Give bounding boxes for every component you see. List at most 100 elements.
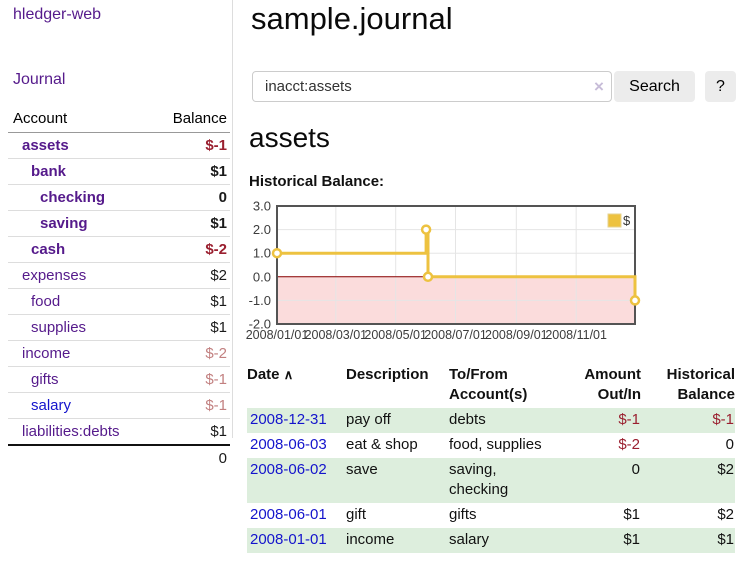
account-link[interactable]: supplies: [31, 319, 87, 336]
account-link[interactable]: assets: [22, 137, 69, 154]
account-row: food $1: [8, 288, 230, 315]
account-balance: $1: [154, 158, 230, 185]
y-axis-tick-label: 2.0: [253, 222, 271, 237]
transaction-accounts: saving, checking: [449, 461, 509, 498]
account-row: liabilities:debts $1: [8, 418, 230, 446]
account-link[interactable]: cash: [31, 241, 66, 258]
transaction-description: save: [346, 461, 378, 478]
register-header-amount: Amount Out/In: [561, 363, 641, 408]
transaction-accounts: gifts: [449, 506, 477, 523]
sidebar: hledger-web Journal Account Balance asse…: [0, 0, 233, 467]
accounts-header-row: Account Balance: [8, 110, 230, 133]
transaction-balance: $1: [717, 531, 734, 548]
account-link[interactable]: income: [22, 345, 71, 362]
account-balance: $2: [154, 262, 230, 289]
y-axis-tick-label: 3.0: [253, 199, 271, 214]
sidebar-item-journal[interactable]: Journal: [13, 71, 66, 88]
account-balance: $1: [154, 288, 230, 315]
chart-canvas: $3.0 2.0 1.0 0.0 -1.0 -2.02008/01/012008/03/0…: [246, 199, 641, 342]
x-axis-tick-label: 2008/07/01: [424, 328, 487, 342]
account-row: checking 0: [8, 184, 230, 211]
account-link[interactable]: liabilities:debts: [22, 423, 120, 440]
account-link[interactable]: checking: [40, 189, 106, 206]
accounts-header-balance: Balance: [154, 110, 230, 133]
transaction-description: pay off: [346, 411, 391, 428]
register-header-balance: Historical Balance: [641, 363, 735, 408]
account-link[interactable]: food: [31, 293, 61, 310]
data-point-marker: [420, 224, 432, 235]
transaction-amount: 0: [631, 461, 640, 478]
y-axis-tick-label: 0.0: [253, 269, 271, 284]
chart-title: Historical Balance:: [249, 173, 385, 190]
app-title-link[interactable]: hledger-web: [13, 6, 102, 23]
historical-balance-chart: $3.0 2.0 1.0 0.0 -1.0 -2.0 2008/01/01 2008/03/0…: [242, 198, 742, 348]
search-button[interactable]: Search: [614, 71, 695, 102]
register-header-date[interactable]: Date ∧: [247, 363, 346, 408]
clear-search-icon[interactable]: ×: [594, 77, 604, 96]
account-row: bank $1: [8, 158, 230, 185]
account-balance: $-1: [154, 392, 230, 419]
account-link[interactable]: bank: [31, 163, 67, 180]
account-link[interactable]: gifts: [31, 371, 59, 388]
transaction-accounts: debts: [449, 411, 486, 428]
x-axis-tick-label: 2008/11/01: [545, 328, 607, 342]
account-balance: $1: [154, 314, 230, 341]
y-axis-tick-label: -1.0: [249, 293, 271, 308]
transaction-description: eat & shop: [346, 436, 418, 453]
account-row: income $-2: [8, 340, 230, 367]
search-input[interactable]: [252, 71, 612, 102]
account-row: cash $-2: [8, 236, 230, 263]
register-row: 2008-06-02 save saving, checking 0 $2: [247, 458, 735, 503]
accounts-table: Account Balance assets $-1 bank $1 checking 0…: [8, 110, 230, 471]
register-header-description: Description: [346, 366, 429, 383]
transaction-balance: $2: [717, 506, 734, 523]
transaction-balance: $2: [717, 461, 734, 478]
x-axis-tick-label: 2008/01/01: [246, 328, 309, 342]
balance-header-line2: Balance: [677, 386, 735, 403]
transaction-amount: $-1: [618, 411, 640, 428]
transaction-amount: $1: [623, 531, 640, 548]
account-row: assets $-1: [8, 132, 230, 159]
transaction-date-link[interactable]: 2008-12-31: [250, 411, 327, 428]
x-axis-tick-label: 2008/03/01: [305, 328, 368, 342]
y-axis-tick-label: -2.0: [249, 317, 271, 332]
transaction-date-link[interactable]: 2008-06-03: [250, 436, 327, 453]
account-row: supplies $1: [8, 314, 230, 341]
account-row: salary $-1: [8, 392, 230, 419]
register-header-row: Date ∧ Description To/From Account(s) Am…: [247, 363, 735, 408]
transaction-description: income: [346, 531, 395, 548]
transaction-date-link[interactable]: 2008-06-01: [250, 506, 327, 523]
transaction-amount: $-2: [618, 436, 640, 453]
account-row: saving $1: [8, 210, 230, 237]
transaction-date-link[interactable]: 2008-01-01: [250, 531, 327, 548]
account-link[interactable]: salary: [31, 397, 72, 414]
legend-swatch: [607, 213, 622, 228]
register-row: 2008-12-31 pay off debts $-1 $-1: [247, 408, 735, 433]
transaction-description: gift: [346, 506, 367, 523]
data-point-marker: [422, 271, 434, 283]
register-row: 2008-06-01 gift gifts $1 $2: [247, 503, 735, 528]
transaction-balance: 0: [725, 436, 734, 453]
legend-label: $: [623, 213, 631, 228]
page-title: sample.journal: [251, 1, 453, 36]
transaction-date-link[interactable]: 2008-06-02: [250, 461, 327, 478]
register-header-account: To/From Account(s): [449, 363, 561, 408]
account-heading: assets: [249, 122, 330, 153]
chart-border: [276, 205, 636, 325]
register-table: Date ∧ Description To/From Account(s) Am…: [247, 363, 735, 553]
help-button[interactable]: ?: [705, 71, 736, 102]
account-balance: 0: [154, 184, 230, 211]
transaction-accounts: food, supplies: [449, 436, 542, 453]
accounts-header-account: Account: [8, 110, 155, 133]
x-axis-tick-label: 2008/05/01: [364, 328, 427, 342]
account-header-line2: Account(s): [449, 386, 528, 403]
data-point-marker: [629, 295, 641, 306]
account-row: gifts $-1: [8, 366, 230, 393]
account-row: expenses $2: [8, 262, 230, 289]
account-link[interactable]: saving: [40, 215, 88, 232]
account-link[interactable]: expenses: [22, 267, 87, 284]
date-header-label: Date: [247, 366, 280, 383]
x-axis-tick-label: 2008/09/01: [485, 328, 548, 342]
account-balance: $1: [154, 210, 230, 237]
register-row: 2008-01-01 income salary $1 $1: [247, 528, 735, 553]
